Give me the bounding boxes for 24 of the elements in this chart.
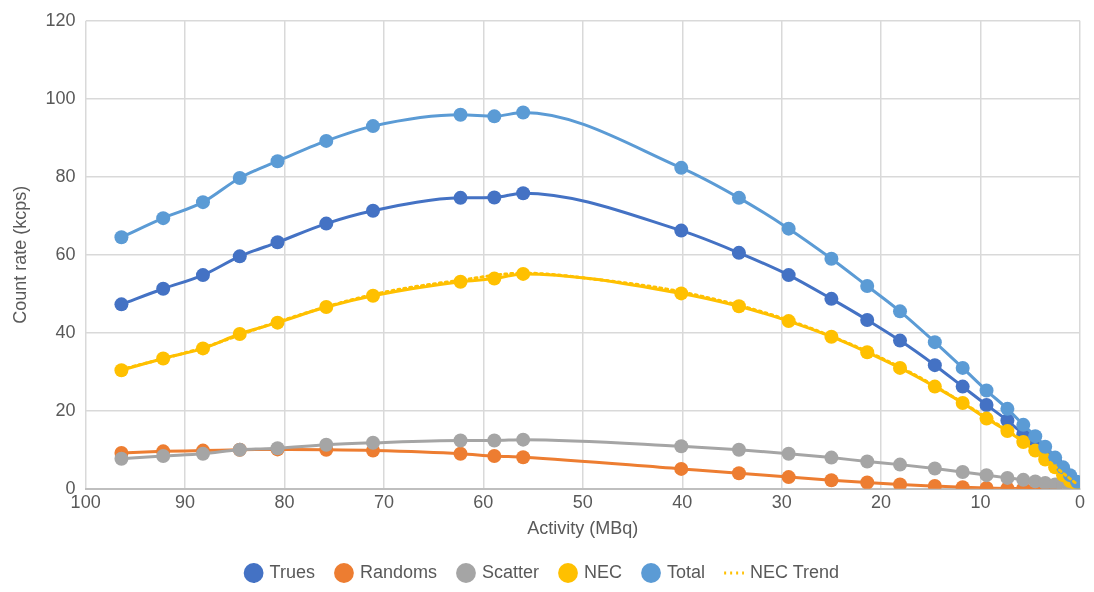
x-tick-label: 40 xyxy=(672,491,693,512)
y-tick-label: 40 xyxy=(55,321,76,342)
x-tick-label: 80 xyxy=(274,491,295,512)
y-tick-label: 20 xyxy=(55,399,76,420)
x-tick-label: 10 xyxy=(970,491,991,512)
legend-label: NEC xyxy=(584,561,623,582)
legend-label: Trues xyxy=(269,561,315,582)
x-axis-title: Activity (MBq) xyxy=(527,518,639,539)
y-tick-label: 60 xyxy=(55,243,76,264)
legend-label: Randoms xyxy=(359,561,437,582)
legend-label: Total xyxy=(667,561,706,582)
x-tick-label: 90 xyxy=(175,491,196,512)
x-tick-label: 60 xyxy=(473,491,494,512)
x-tick-label: 30 xyxy=(771,491,792,512)
legend-label: NEC Trend xyxy=(750,561,840,582)
x-tick-label: 50 xyxy=(572,491,593,512)
y-tick-label: 80 xyxy=(55,165,76,186)
y-axis-title: Count rate (kcps) xyxy=(9,185,30,324)
legend-label: Scatter xyxy=(481,561,540,582)
y-tick-label: 120 xyxy=(45,9,76,30)
x-tick-label: 70 xyxy=(373,491,394,512)
x-tick-label: 0 xyxy=(1074,491,1086,512)
y-tick-label: 100 xyxy=(45,87,76,108)
x-tick-label: 20 xyxy=(871,491,892,512)
